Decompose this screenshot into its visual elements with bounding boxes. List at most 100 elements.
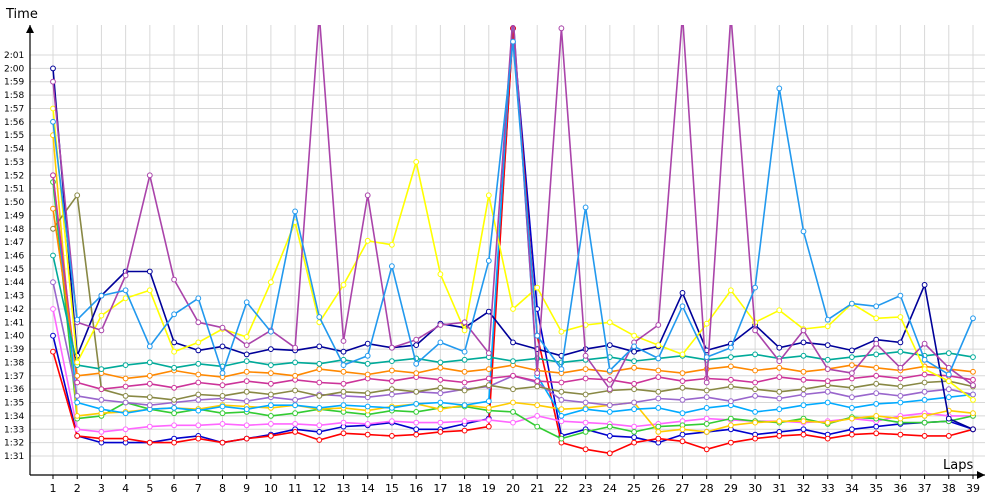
x-tick-label: 29 [724,482,738,495]
y-tick-label: 1:41 [4,318,24,328]
data-point [945,415,952,422]
data-point [437,339,444,346]
data-point [316,379,323,386]
data-point [340,368,347,375]
data-point [243,406,250,413]
data-point [74,426,81,433]
data-point [679,431,686,438]
data-point [510,339,516,346]
data-point [800,391,807,398]
data-point [389,405,395,411]
x-tick-label: 8 [219,482,226,495]
data-point [146,343,153,350]
data-point [679,384,686,391]
data-point [631,439,637,446]
x-tick-label: 18 [458,482,472,495]
data-point [219,324,226,331]
data-point [800,376,807,383]
data-point [340,348,347,355]
data-point [122,426,129,433]
data-point [921,371,928,378]
data-point [437,384,444,391]
data-point [655,388,662,395]
data-point [243,422,250,429]
y-tick-label: 1:44 [4,278,24,288]
data-point [849,370,855,377]
data-point [340,362,347,369]
x-tick-label: 2 [74,482,81,495]
x-axis-arrow [977,471,985,479]
data-point [728,376,734,383]
data-point [679,370,686,377]
data-point [485,423,492,430]
x-tick-label: 4 [122,482,129,495]
data-point [461,356,468,363]
y-tick-label: 1:39 [4,345,24,355]
data-point [461,387,468,394]
data-point [364,360,371,367]
data-point [74,433,81,439]
data-point [364,371,371,378]
data-point [243,358,250,365]
data-point [873,315,880,322]
data-point [219,382,226,389]
data-point [268,328,274,335]
data-point [558,413,565,419]
data-point [582,366,589,373]
data-point [800,386,807,393]
data-point [655,342,662,349]
data-point [873,390,880,397]
data-point [679,303,686,310]
data-point [534,370,541,377]
data-point [389,433,395,439]
data-point [461,402,468,409]
data-point [50,279,56,286]
data-point [873,430,880,437]
data-point [389,378,395,385]
data-point [146,268,153,275]
data-point [122,362,129,369]
data-point [897,339,904,346]
data-point [728,398,734,405]
data-point [268,402,274,409]
data-point [364,403,371,410]
data-point [558,25,565,32]
data-point [485,398,492,405]
x-tick-label: 36 [893,482,907,495]
data-point [849,300,855,307]
data-point [195,407,202,414]
data-point [582,352,589,359]
axes: 1:31 1:32 1:33 1:34 1:35 1:36 1:37 1:38 1:39 1:40… [4,25,985,495]
data-point [921,366,928,373]
y-tick-label: 1:33 [4,425,24,435]
y-tick-label: 1:36 [4,385,24,395]
data-point [74,399,81,406]
data-point [292,387,299,394]
y-tick-label: 1:51 [4,185,24,195]
data-point [389,358,395,365]
data-point [50,332,56,339]
data-point [413,370,420,377]
data-point [534,383,541,390]
y-tick-label: 1:35 [4,399,24,409]
data-point [292,208,299,215]
x-tick-label: 25 [627,482,641,495]
y-tick-label: 1:40 [4,332,24,342]
x-tick-label: 5 [146,482,153,495]
data-point [897,375,904,382]
data-point [171,348,178,355]
y-tick-label: 1:46 [4,252,24,262]
data-point [316,343,323,350]
data-point [389,263,395,270]
data-point [461,348,468,355]
data-point [98,406,105,413]
data-point [729,13,734,18]
data-point [171,311,178,318]
data-point [873,340,880,347]
data-point [219,403,226,410]
x-tick-label: 13 [337,482,351,495]
data-point [703,379,710,386]
data-point [582,375,589,382]
data-point [268,421,274,427]
data-point [171,276,178,283]
